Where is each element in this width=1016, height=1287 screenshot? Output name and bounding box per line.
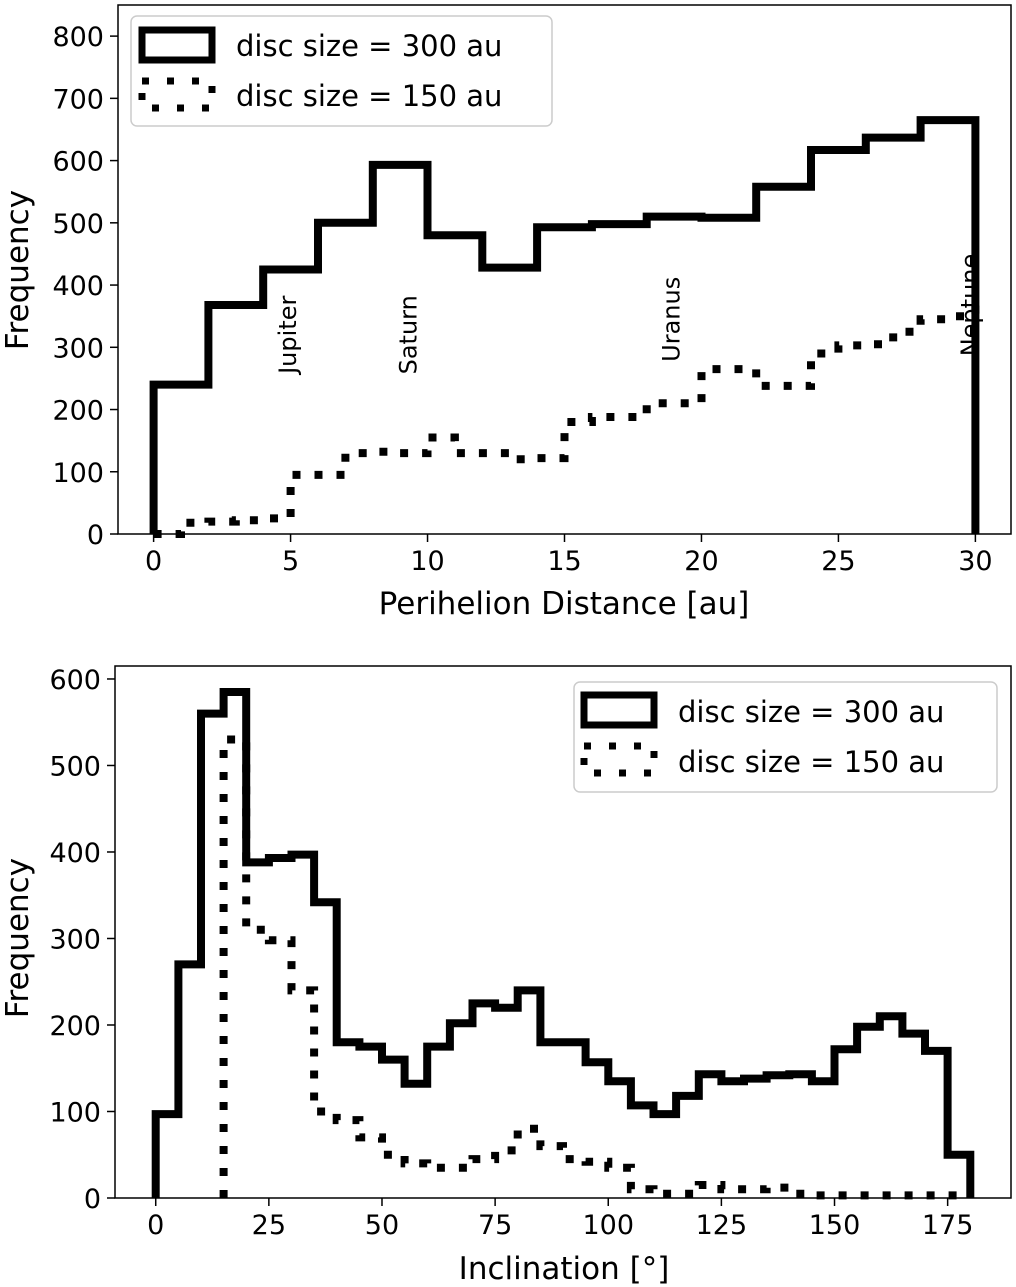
x-tick-label: 125 [696,1210,748,1241]
series-disc-150au [153,292,980,538]
x-tick-label: 15 [547,546,581,577]
series-disc-300au [149,116,980,534]
inclination-chart: 0 25 50 75 100 125 150 175 0100200300400500600 … [0,665,1012,1287]
legend-swatch-dotted [580,742,658,777]
legend-swatch-solid [580,691,658,729]
legend-label-solid: disc size = 300 au [678,695,944,729]
legend-swatch-dotted [138,77,216,112]
legend-label-dotted: disc size = 150 au [678,745,944,779]
y-tick-label: 200 [49,1011,101,1042]
x-tick-label: 100 [582,1210,634,1241]
series-disc-300au [151,688,975,1198]
y-tick-label: 600 [52,147,104,178]
x-tick-label: 150 [809,1210,861,1241]
y-tick-label: 300 [49,924,101,955]
y-tick-label: 500 [52,209,104,240]
perihelion-x-axis-label: Perihelion Distance [au] [379,586,750,622]
perihelion-chart: 0 5 10 15 20 25 30 0 100 200 300 400 500 600 700 800 J… [0,4,1012,622]
y-tick-label: 700 [52,84,104,115]
legend-label-solid: disc size = 300 au [236,29,502,63]
perihelion-y-axis-label: Frequency [0,190,36,350]
x-tick-label: 175 [922,1210,974,1241]
perihelion-y-ticks: 0 100 200 300 400 500 600 700 800 [52,22,118,551]
planet-label-jupiter: Jupiter [274,296,302,376]
inclination-y-axis-label: Frequency [0,858,36,1018]
x-tick-label: 20 [684,546,718,577]
perihelion-histogram-series [149,116,980,538]
x-tick-label: 0 [147,1210,164,1241]
y-tick-label: 800 [52,22,104,53]
y-tick-label: 200 [52,396,104,427]
x-tick-label: 10 [410,546,444,577]
x-tick-label: 0 [145,546,162,577]
x-tick-label: 30 [958,546,992,577]
x-tick-label: 50 [365,1210,399,1241]
x-tick-label: 25 [252,1210,286,1241]
y-tick-label: 600 [49,665,101,696]
inclination-legend: disc size = 300 au disc size = 150 au [573,681,998,793]
y-tick-label: 400 [52,271,104,302]
inclination-x-ticks: 0 25 50 75 100 125 150 175 [147,1198,973,1241]
inclination-histogram-series [151,688,975,1200]
inclination-x-axis-label: Inclination [°] [459,1251,670,1287]
legend-swatch-solid [138,26,216,64]
y-tick-label: 500 [49,751,101,782]
planet-label-saturn: Saturn [395,295,423,374]
legend-label-dotted: disc size = 150 au [236,79,502,113]
planet-label-uranus: Uranus [658,277,686,362]
legend-frame [573,681,998,793]
y-tick-label: 300 [52,333,104,364]
inclination-y-ticks: 0 100 200 300 400 500 600 [49,665,115,1215]
x-tick-label: 5 [282,546,299,577]
y-tick-label: 0 [87,520,104,551]
y-tick-label: 400 [49,838,101,869]
legend-frame [130,15,553,127]
x-tick-label: 75 [478,1210,512,1241]
inclination-plot-frame [114,665,1012,1199]
perihelion-legend: disc size = 300 au disc size = 150 au [130,15,553,127]
planet-annotations: Jupiter Saturn Uranus Neptune [274,254,984,376]
y-tick-label: 100 [49,1097,101,1128]
y-tick-label: 100 [52,458,104,489]
x-tick-label: 25 [821,546,855,577]
planet-label-neptune: Neptune [956,254,984,357]
perihelion-x-ticks: 0 5 10 15 20 25 30 [145,534,993,577]
y-tick-label: 0 [84,1184,101,1215]
